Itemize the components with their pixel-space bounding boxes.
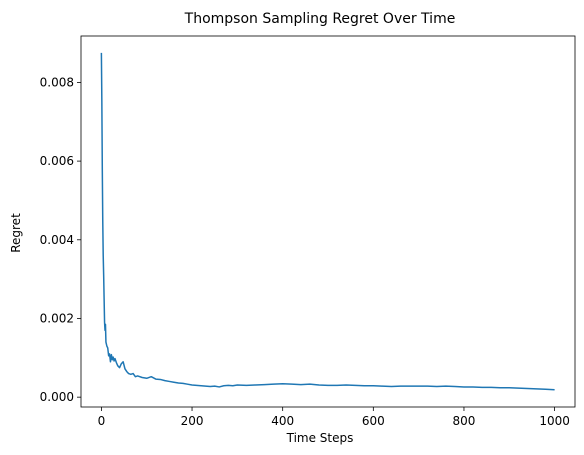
x-tick-label: 1000 xyxy=(539,414,570,428)
chart-title: Thompson Sampling Regret Over Time xyxy=(184,11,456,27)
y-tick-label: 0.006 xyxy=(40,154,74,168)
plot-area: 0 200 400 600 800 1000 0.000 0.002 0.004 0.006 0.0… xyxy=(40,35,576,428)
y-tick-label: 0.008 xyxy=(40,75,74,89)
y-tick-label: 0.004 xyxy=(40,233,74,247)
x-tick-label: 800 xyxy=(453,414,476,428)
y-tick-label: 0.000 xyxy=(40,390,74,404)
x-axis-label: Time Steps xyxy=(286,431,354,445)
x-tick-label: 600 xyxy=(362,414,385,428)
x-tick-label: 400 xyxy=(271,414,294,428)
x-tick-label: 200 xyxy=(181,414,204,428)
y-axis-label: Regret xyxy=(9,213,23,253)
plot-frame xyxy=(80,35,576,408)
x-tick-label: 0 xyxy=(98,414,106,428)
y-tick-label: 0.002 xyxy=(40,311,74,325)
series-line-0 xyxy=(100,52,555,391)
